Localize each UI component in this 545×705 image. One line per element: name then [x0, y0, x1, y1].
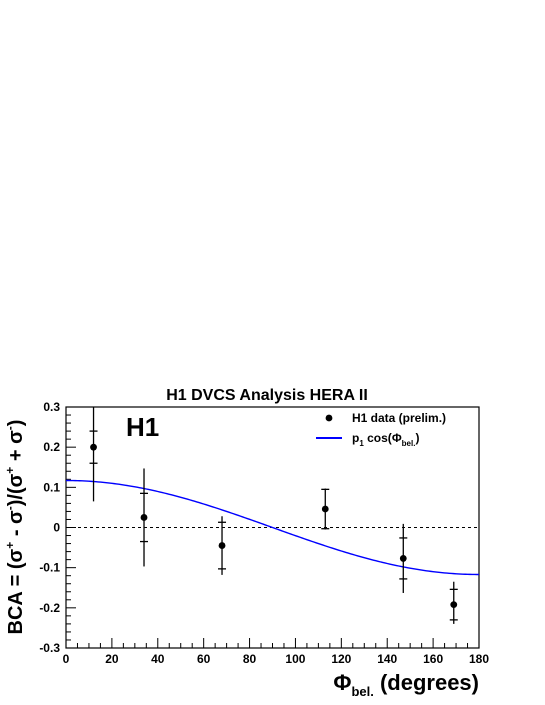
data-point: [140, 514, 148, 521]
y-axis-label: BCA = (σ+ - σ-)/(σ+ + σ-): [3, 420, 27, 635]
data-point: [218, 542, 226, 549]
x-tick-label: 180: [469, 652, 489, 666]
x-tick-label: 0: [63, 652, 70, 666]
x-tick-label: 100: [285, 652, 305, 666]
fit-curve-line: [65, 479, 480, 576]
legend-data-marker: [325, 414, 333, 422]
legend-fit-label: p1 cos(Φbel.): [352, 431, 419, 448]
legend-data-label: H1 data (prelim.): [352, 411, 446, 425]
data-point: [450, 601, 458, 609]
y-tick-label: 0: [53, 521, 60, 535]
x-tick-label: 80: [243, 652, 257, 666]
data-point: [321, 505, 329, 513]
x-axis-ticks: 0 20 40 60 80 100 120 140 160 180: [63, 638, 489, 666]
x-tick-label: 140: [377, 652, 397, 666]
y-axis-ticks: -0.3 -0.2 -0.1 0 0.1 0.2 0.3: [39, 400, 76, 655]
y-tick-label: 0.1: [43, 480, 60, 494]
x-axis-label: Φbel. (degrees): [333, 670, 479, 699]
data-points: [89, 407, 458, 624]
data-point: [399, 555, 407, 562]
x-tick-label: 40: [151, 652, 165, 666]
data-point: [90, 443, 97, 451]
chart-title: H1 DVCS Analysis HERA II: [166, 387, 368, 404]
y-tick-label: -0.2: [39, 601, 60, 615]
legend: H1 data (prelim.) p1 cos(Φbel.): [316, 411, 446, 448]
y-tick-label: -0.1: [39, 561, 60, 575]
x-tick-label: 20: [105, 652, 119, 666]
y-tick-label: 0.2: [43, 440, 60, 454]
h1-label: H1: [126, 412, 159, 442]
y-tick-label: 0.3: [43, 400, 60, 414]
y-tick-label: -0.3: [39, 641, 60, 655]
x-tick-label: 120: [331, 652, 351, 666]
x-tick-label: 160: [423, 652, 443, 666]
x-tick-label: 60: [197, 652, 211, 666]
